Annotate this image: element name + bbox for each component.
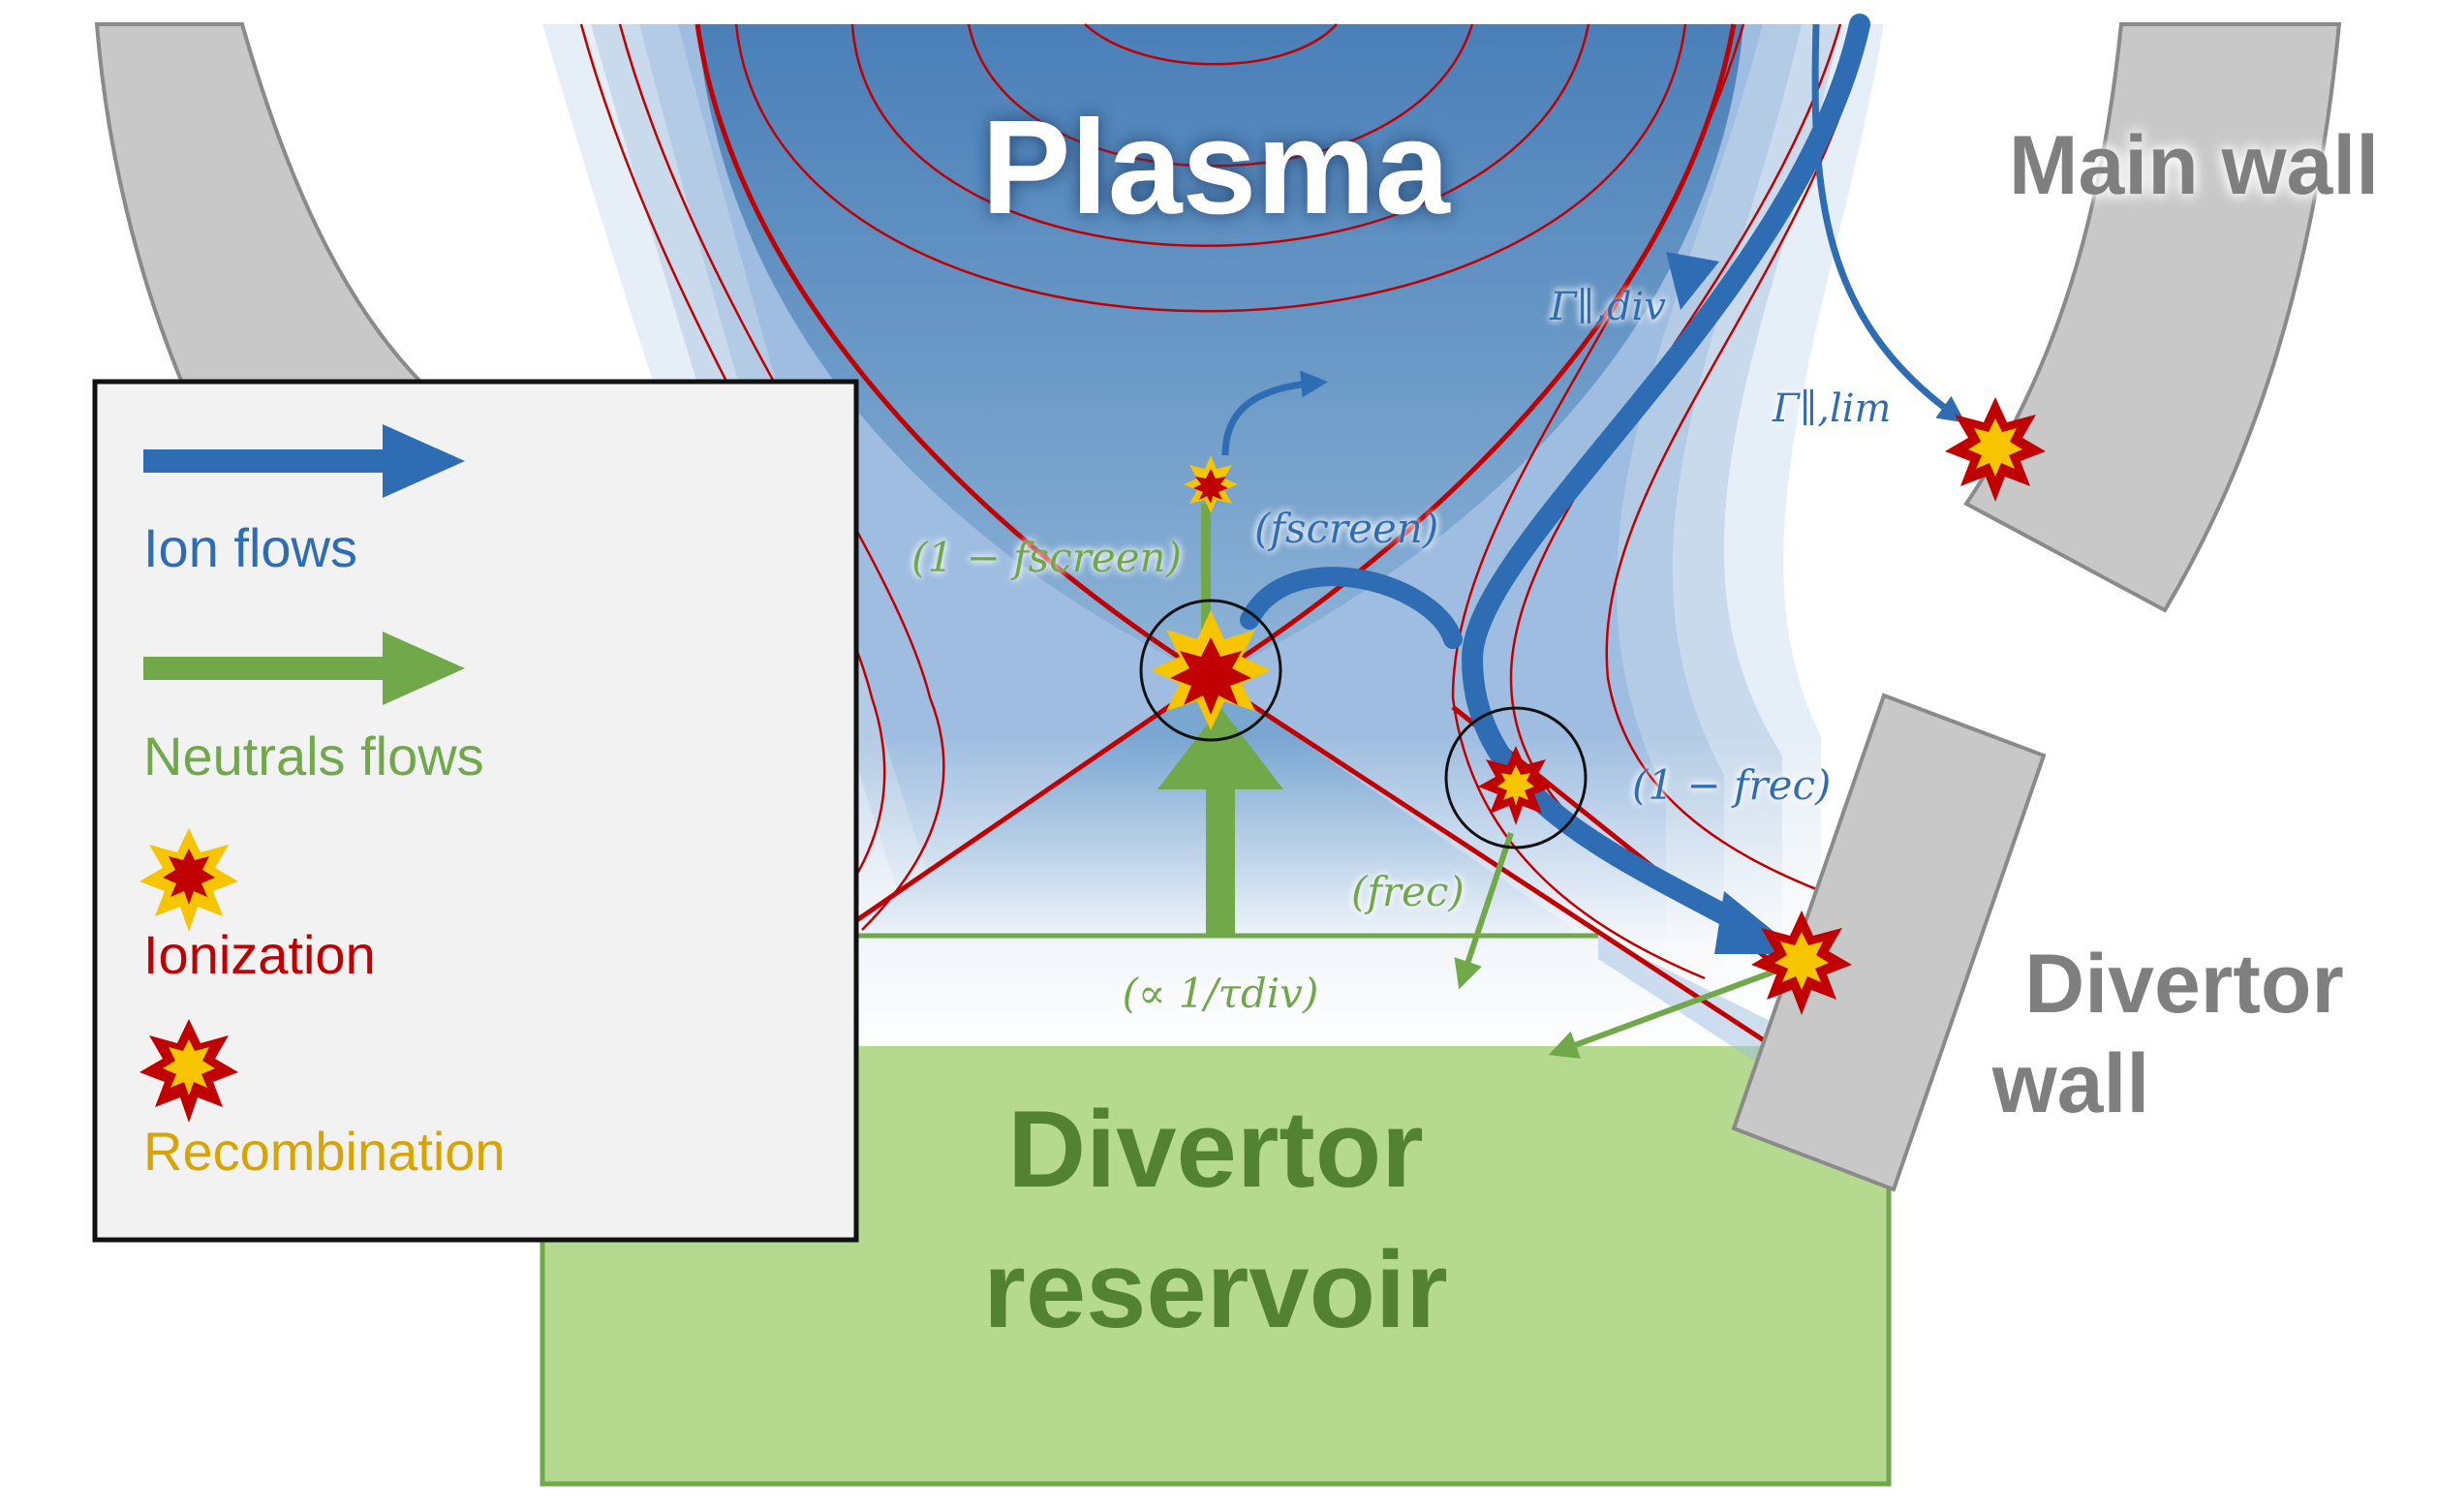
reservoir-label-line1: Divertor bbox=[1007, 1089, 1423, 1210]
divertor-wall-label-line2: wall bbox=[1991, 1037, 2150, 1130]
ion-flow-lim bbox=[1811, 23, 1966, 423]
reservoir-label-line2: reservoir bbox=[983, 1229, 1447, 1350]
recombination-star-leg bbox=[1478, 746, 1554, 825]
main-wall-right bbox=[1963, 22, 2342, 613]
ion-flow-fscreen bbox=[1240, 567, 1463, 649]
legend-ion-label: Ion flows bbox=[143, 517, 357, 578]
legend-ionization-label: Ionization bbox=[143, 924, 376, 985]
ionization-star-small bbox=[1184, 455, 1238, 513]
ion-flow-div-arrow bbox=[1461, 14, 1870, 941]
frec-label: (frec) bbox=[1351, 868, 1465, 915]
one-minus-frec-label: (1 − frec) bbox=[1632, 761, 1831, 809]
legend-box bbox=[92, 379, 859, 1243]
legend-neutral-label: Neutrals flows bbox=[143, 725, 484, 787]
x-point-circle bbox=[1139, 599, 1282, 742]
recombination-circle bbox=[1444, 706, 1588, 849]
ionization-star-xpoint bbox=[1151, 610, 1271, 730]
divertor-wall-label-line1: Divertor bbox=[2024, 938, 2344, 1031]
main-wall-label: Main wall bbox=[2009, 119, 2379, 212]
main-wall-left bbox=[94, 22, 431, 389]
gamma-div-label: Γ∥,div bbox=[1549, 285, 1666, 329]
ion-flow-up bbox=[1221, 370, 1329, 456]
tau-div-label: (∝ 1/τdiv) bbox=[1123, 970, 1319, 1017]
recombination-star-divertor bbox=[1751, 910, 1852, 1015]
neutral-flow-frec bbox=[1454, 832, 1514, 990]
legend-recombination-icon bbox=[139, 1019, 238, 1123]
one-minus-fscreen-label: (1 − fscreen) bbox=[911, 534, 1182, 581]
legend-ionization-icon bbox=[139, 828, 238, 932]
fscreen-label: (fscreen) bbox=[1254, 505, 1438, 552]
recombination-star-main-wall bbox=[1945, 397, 2046, 502]
legend-recombination-label: Recombination bbox=[143, 1121, 506, 1182]
legend: Ion flows Neutrals flows Ionization Reco… bbox=[92, 379, 859, 1243]
neutral-flow-wall bbox=[1548, 966, 1784, 1059]
plasma-label: Plasma bbox=[981, 93, 1451, 242]
gamma-lim-label: Γ∥,lim bbox=[1772, 386, 1891, 431]
